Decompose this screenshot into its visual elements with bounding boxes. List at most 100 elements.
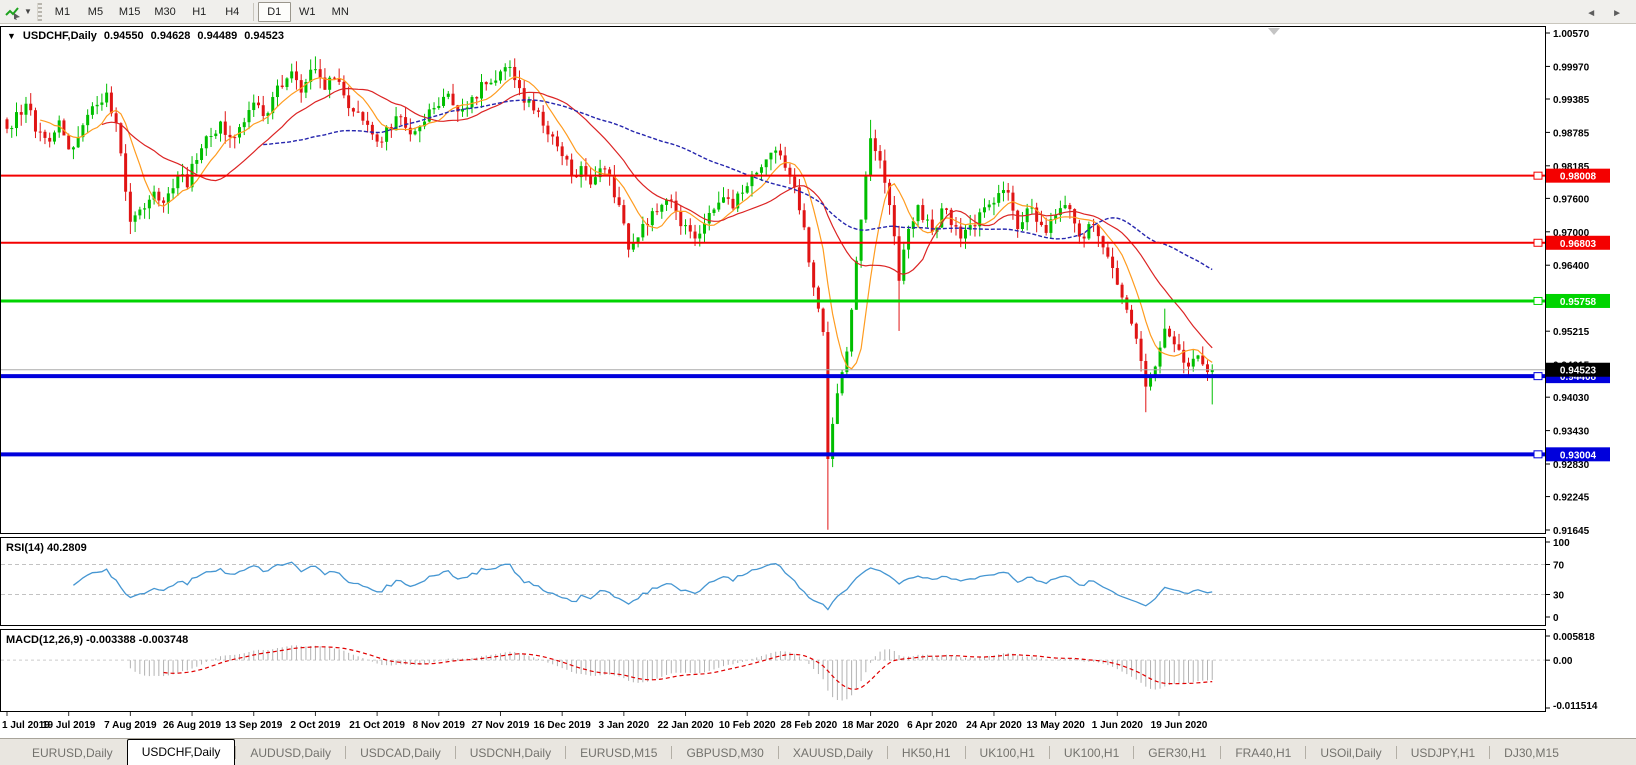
price-tag [1546,447,1610,462]
price-tag [1546,168,1610,183]
chart-tab-usoil-daily[interactable]: USOil,Daily [1320,745,1382,760]
collapse-triangle-icon[interactable]: ▼ [7,31,16,41]
rsi-panel-border [0,537,1546,626]
timeframe-button-w1[interactable]: W1 [298,5,316,18]
level-line-handle[interactable] [1533,450,1543,459]
tab-separator [1395,745,1397,759]
price-axis-label: 0.91645 [1553,526,1590,534]
rsi-indicator-panel[interactable]: 100 70 30 0 RSI(14) 40.2809 [0,537,1636,626]
price-axis-label: 0.97000 [1553,228,1590,239]
tab-separator [454,745,456,759]
level-line-handle[interactable] [1533,372,1543,381]
chart-tab-uk100-h1[interactable]: UK100,H1 [979,745,1035,760]
chart-tab-ger30-h1[interactable]: GER30,H1 [1148,745,1207,760]
timeframe-button-h1[interactable]: H1 [192,5,207,18]
macd-panel-border [0,629,1546,712]
chart-tab-eurusd-daily[interactable]: EURUSD,Daily [32,745,113,760]
rsi-axis-label: 30 [1553,591,1565,602]
tab-separator [886,745,888,759]
macd-signal-line [163,646,1213,690]
macd-axis-label: 0.005818 [1553,632,1595,643]
timeframe-button-mn[interactable]: MN [331,5,349,18]
main-panel-border [0,26,1546,534]
date-axis-label: 27 Nov 2019 [472,720,530,731]
chart-tab-gbpusd-m30[interactable]: GBPUSD,M30 [686,745,764,760]
date-axis-label: 24 Apr 2020 [966,720,1022,731]
chart-symbol-label: USDCHF,Daily [22,30,97,42]
toolbar-separator [252,2,254,21]
scroll-left-icon[interactable]: ◄ [1586,8,1597,19]
timeframe-button-m5[interactable]: M5 [87,5,104,18]
price-axis-label: 0.92830 [1553,460,1590,471]
rsi-plot-background [0,537,1546,626]
rsi-axis-label: 0 [1553,613,1559,624]
date-axis-label: 21 Oct 2019 [349,720,405,731]
price-axis-label: 0.98185 [1553,162,1590,173]
chart-tab-audusd-daily[interactable]: AUDUSD,Daily [250,745,332,760]
macd-indicator-panel[interactable]: 0.005818 0.00 -0.011514 MACD(12,26,9) -0.00… [0,629,1636,712]
level-line-handle[interactable] [1533,171,1543,180]
tab-separator [345,745,347,759]
chart-tab-eurusd-m15[interactable]: EURUSD,M15 [580,745,658,760]
chart-tab-hk50-h1[interactable]: HK50,H1 [901,745,951,760]
price-tag-label: 0.95758 [1560,297,1597,308]
timeframe-button-m30[interactable]: M30 [154,5,176,18]
tab-scroll-arrows: ◄ ► [1586,8,1622,19]
top-toolbar: ▼ M1 M5 M15 M30 H1 H4 D1 W1 MN [0,0,1636,24]
date-axis-label: 1 Jun 2020 [1092,720,1144,731]
date-axis-label: 13 May 2020 [1026,720,1085,731]
date-axis-label: 7 Aug 2019 [104,720,157,731]
price-axis-label: 0.98785 [1553,128,1590,139]
level-line-handle[interactable] [1533,296,1543,305]
tab-separator [671,745,673,759]
price-tag-label: 0.94408 [1560,372,1597,383]
ohlc-low: 0.94489 [197,30,238,42]
timeframe-button-m15[interactable]: M15 [118,5,141,18]
date-axis-label: 18 Mar 2020 [842,720,899,731]
current-price-tag [1546,362,1610,377]
ohlc-close: 0.94523 [244,30,284,42]
price-axis-label: 0.99970 [1553,62,1590,73]
chart-header: ▼ USDCHF,Daily 0.94550 0.94628 0.94489 0… [7,30,284,42]
chart-shift-marker-icon[interactable] [1268,28,1280,35]
moving-average-21 [101,87,1213,349]
price-tag-label: 0.96803 [1560,239,1597,250]
price-axis-label: 0.95215 [1553,327,1590,338]
current-price-tag-label: 0.94523 [1560,366,1597,377]
timeframe-button-d1[interactable]: D1 [257,1,291,22]
chart-tab-usdcnh-daily[interactable]: USDCNH,Daily [469,745,552,760]
price-tag-label: 0.93004 [1560,450,1597,461]
chevron-down-icon[interactable]: ▼ [24,7,32,16]
level-line-handle[interactable] [1533,238,1543,247]
timeframe-button-h4[interactable]: H4 [225,5,240,18]
date-axis-label: 1 Jul 2019 [2,720,50,731]
tab-separator [1220,745,1222,759]
chart-tab-fra40-h1[interactable]: FRA40,H1 [1235,745,1292,760]
main-price-chart[interactable]: 1.00570 0.99970 0.99385 0.98785 0.98185 0.976… [0,26,1636,534]
date-axis-label: 3 Jan 2020 [599,720,650,731]
macd-axis-label: 0.00 [1553,656,1573,667]
chart-tool-button[interactable]: ▼ [2,1,35,23]
timeframe-button-m1[interactable]: M1 [54,5,71,18]
chart-tab-usdcad-daily[interactable]: USDCAD,Daily [360,745,441,760]
ohlc-open: 0.94550 [103,30,144,42]
price-axis-label: 0.97600 [1553,194,1590,205]
chart-tab-dj30-m15[interactable]: DJ30,M15 [1504,745,1559,760]
chart-tab-usdjpy-h1[interactable]: USDJPY,H1 [1410,745,1476,760]
date-axis-label: 28 Feb 2020 [781,720,838,731]
moving-average-8 [40,76,1213,370]
chart-tab-uk100-h1[interactable]: UK100,H1 [1063,745,1120,760]
price-tag [1546,235,1610,250]
tab-separator [1489,745,1491,759]
toolbar-drag-handle[interactable] [36,2,42,21]
chart-tab-xauusd-daily[interactable]: XAUUSD,Daily [792,745,873,760]
price-tag-label: 0.98008 [1560,172,1597,183]
chart-tab-usdchf-daily[interactable]: USDCHF,Daily [126,739,236,765]
date-axis-label: 8 Nov 2019 [413,720,466,731]
ohlc-high: 0.94628 [150,30,191,42]
macd-label: MACD(12,26,9) -0.003388 -0.003748 [6,634,188,646]
scroll-right-icon[interactable]: ► [1612,8,1622,19]
price-axis-label: 1.00570 [1553,29,1590,40]
macd-plot-background [0,629,1546,712]
